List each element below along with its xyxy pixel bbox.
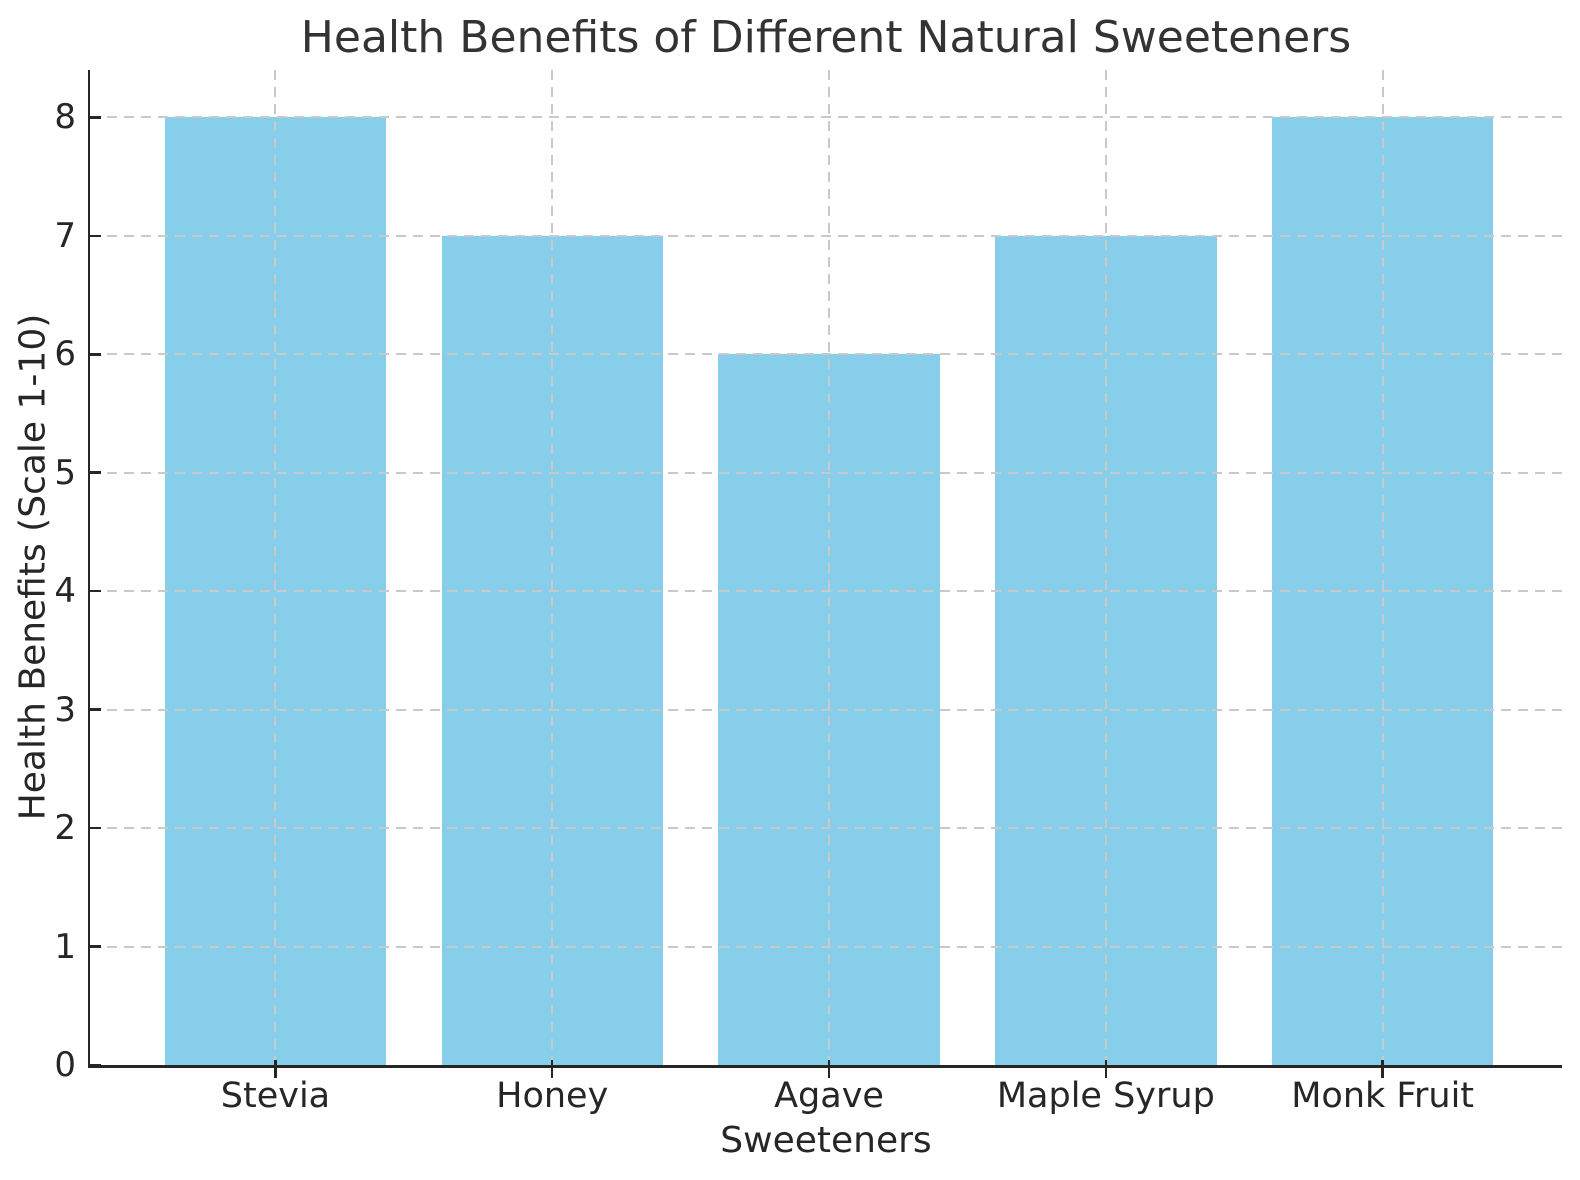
y-tick-3	[90, 708, 101, 711]
gridline-y-6	[90, 353, 1562, 356]
x-tick-label-agave: Agave	[774, 1076, 884, 1116]
x-tick-monk-fruit	[1381, 1060, 1384, 1078]
gridline-y-3	[90, 708, 1562, 711]
gridline-y-1	[90, 945, 1562, 948]
y-axis-spine	[87, 70, 90, 1068]
y-axis-label: Health Benefits (Scale 1-10)	[12, 313, 54, 821]
y-tick-6	[90, 353, 101, 356]
y-tick-8	[90, 116, 101, 119]
x-tick-maple-syrup	[1104, 1060, 1108, 1078]
gridline-y-5	[90, 471, 1562, 474]
y-tick-4	[90, 589, 101, 593]
x-tick-stevia	[274, 1060, 277, 1078]
x-tick-label-honey: Honey	[496, 1076, 609, 1116]
x-axis-spine	[87, 1065, 1562, 1068]
plot-area	[87, 70, 1562, 1078]
y-tick-label-4: 4	[54, 571, 76, 612]
y-tick-7	[90, 234, 101, 238]
y-tick-label-2: 2	[54, 808, 76, 849]
x-tick-agave	[827, 1060, 831, 1078]
chart-title: Health Benefits of Different Natural Swe…	[300, 12, 1352, 63]
gridline-x-agave	[828, 70, 831, 1065]
gridline-x-honey	[551, 70, 554, 1065]
y-tick-label-1: 1	[54, 926, 76, 967]
y-tick-5	[90, 471, 101, 474]
y-tick-label-5: 5	[54, 452, 76, 493]
x-tick-label-maple-syrup: Maple Syrup	[996, 1076, 1215, 1116]
gridline-y-4	[90, 590, 1562, 593]
y-tick-1	[90, 945, 101, 948]
y-tick-label-7: 7	[54, 215, 76, 256]
y-tick-label-3: 3	[54, 689, 76, 730]
y-tick-0	[90, 1063, 101, 1067]
x-tick-label-monk-fruit: Monk Fruit	[1291, 1076, 1475, 1116]
x-tick-honey	[550, 1060, 554, 1078]
gridline-y-8	[90, 116, 1562, 119]
gridline-y-7	[90, 234, 1562, 237]
gridline-y-2	[90, 827, 1562, 830]
y-tick-label-8: 8	[54, 97, 76, 138]
gridline-x-monk-fruit	[1381, 70, 1384, 1065]
x-tick-label-stevia: Stevia	[220, 1076, 331, 1116]
y-tick-label-6: 6	[54, 334, 76, 375]
y-tick-2	[90, 826, 101, 830]
y-tick-label-0: 0	[54, 1045, 76, 1085]
gridline-x-stevia	[274, 70, 277, 1065]
gridline-x-maple-syrup	[1104, 70, 1107, 1065]
x-axis-label: Sweeteners	[720, 1120, 932, 1161]
